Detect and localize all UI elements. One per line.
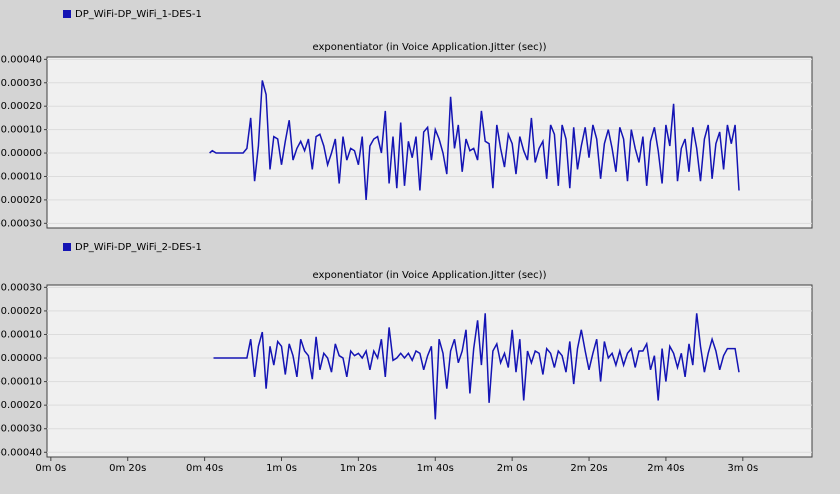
legend-label: DP_WiFi-DP_WiFi_1-DES-1	[75, 9, 202, 20]
x-tick-label: 0m 0s	[35, 463, 66, 474]
series-line	[213, 313, 740, 420]
y-tick-label: 0.00030	[1, 282, 42, 293]
x-tick-label: 0m 20s	[109, 463, 146, 474]
x-tick-label: 2m 40s	[647, 463, 684, 474]
y-tick-label: 0.00020	[1, 101, 42, 112]
y-tick-label: 0.00010	[1, 125, 42, 136]
y-tick-label: -0.00010	[0, 171, 42, 182]
chart-title: exponentiator (in Voice Application.Jitt…	[313, 42, 547, 53]
series-line	[209, 80, 740, 200]
chart-title: exponentiator (in Voice Application.Jitt…	[313, 270, 547, 281]
x-tick-label: 2m 20s	[570, 463, 607, 474]
x-tick-label: 2m 0s	[497, 463, 528, 474]
y-tick-label: -0.00040	[0, 447, 42, 458]
x-tick-label: 1m 40s	[417, 463, 454, 474]
y-tick-label: -0.00020	[0, 195, 42, 206]
legend-label: DP_WiFi-DP_WiFi_2-DES-1	[75, 242, 202, 253]
y-tick-label: -0.00010	[0, 377, 42, 388]
x-tick-label: 1m 20s	[340, 463, 377, 474]
y-tick-label: 0.00000	[1, 148, 42, 159]
x-tick-label: 1m 0s	[266, 463, 297, 474]
y-tick-label: -0.00030	[0, 218, 42, 229]
x-tick-label: 3m 0s	[727, 463, 758, 474]
y-tick-label: -0.00030	[0, 424, 42, 435]
y-tick-label: 0.00000	[1, 353, 42, 364]
x-tick-label: 0m 40s	[186, 463, 223, 474]
y-tick-label: -0.00020	[0, 400, 42, 411]
legend-swatch	[63, 10, 71, 18]
y-tick-label: 0.00030	[1, 78, 42, 89]
y-tick-label: 0.00010	[1, 329, 42, 340]
y-tick-label: 0.00040	[1, 54, 42, 65]
y-tick-label: 0.00020	[1, 306, 42, 317]
legend-swatch	[63, 243, 71, 251]
